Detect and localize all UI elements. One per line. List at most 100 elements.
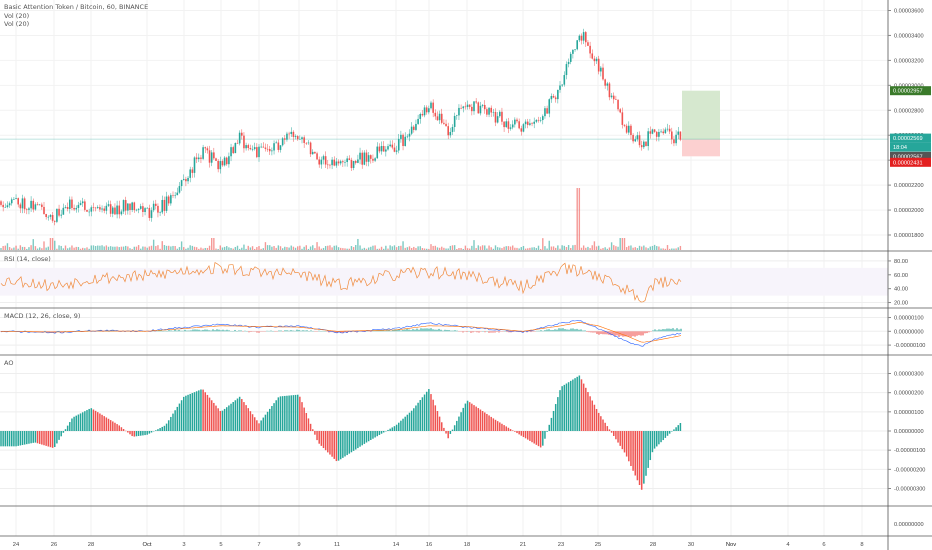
volume-legend-1[interactable]: Vol (20) <box>4 11 30 20</box>
volume-bar <box>671 248 673 250</box>
volume-bar <box>77 246 80 250</box>
volume-bar <box>613 245 615 250</box>
volume-bar <box>324 246 327 250</box>
volume-bar <box>400 245 402 250</box>
ao-axis-tick-label: -0.00000100 <box>894 448 925 454</box>
candle-body <box>352 161 355 169</box>
candle-body <box>655 131 658 137</box>
stop-price-badge-background <box>890 157 931 167</box>
candle-body <box>228 156 230 165</box>
volume-bar <box>598 245 600 250</box>
volume-bar <box>73 247 75 250</box>
volume-bar <box>505 246 507 250</box>
candle-body <box>296 136 299 140</box>
candle-body <box>569 53 572 62</box>
volume-bar <box>346 248 348 250</box>
volume-bar <box>372 245 374 250</box>
ao-bar <box>258 423 260 431</box>
volume-bar <box>118 247 120 250</box>
volume-bar <box>423 248 426 250</box>
long-position-tool[interactable] <box>0 90 888 157</box>
candle-body <box>658 131 660 137</box>
volume-bar <box>533 247 535 250</box>
symbol-title[interactable]: Basic Attention Token / Bitcoin, 60, BIN… <box>4 3 149 11</box>
time-scale[interactable]: 24 26 28 Oct 3 5 7 9 11 14 16 18 21 23 25 28 30 Nov 4 6 8 <box>13 542 864 548</box>
macd-histogram-bar <box>174 329 176 332</box>
ao-bar <box>159 428 161 431</box>
macd-histogram-bar <box>88 330 90 332</box>
ao-bar <box>567 382 570 431</box>
volume-bar <box>223 246 226 250</box>
volume-legend-2[interactable]: Vol (20) <box>4 20 30 28</box>
macd-histogram-bar <box>186 330 188 332</box>
rsi-axis-tick-label: 60.00 <box>894 273 908 279</box>
rsi-legend[interactable]: RSI (14, close) <box>4 255 51 263</box>
volume-bar <box>574 244 576 250</box>
macd-histogram-bar <box>494 331 496 333</box>
ao-bar <box>333 431 335 459</box>
candle-body <box>152 203 155 211</box>
ao-bar <box>105 417 108 431</box>
candle-body <box>150 210 153 218</box>
volume-bar <box>492 248 495 250</box>
ao-legend[interactable]: AO <box>4 359 14 367</box>
ao-bar <box>279 396 282 431</box>
ao-bar <box>163 425 166 431</box>
candle-body <box>144 208 146 213</box>
volume-bar <box>647 248 649 250</box>
volume-bar <box>471 245 473 250</box>
ao-bar <box>656 431 658 447</box>
macd-histogram-bar <box>556 329 558 332</box>
macd-histogram-bar <box>638 331 640 336</box>
candle-body <box>262 146 265 148</box>
volume-bar <box>249 247 252 250</box>
candle-body <box>320 159 323 165</box>
volume-bar <box>62 248 65 250</box>
candle-body <box>385 149 387 152</box>
ao-bar <box>90 408 93 431</box>
macd-histogram-bar <box>640 331 642 336</box>
ao-bar <box>155 430 157 431</box>
volume-bar <box>393 245 396 250</box>
macd-histogram-bar <box>386 330 388 332</box>
macd-histogram-bar <box>306 330 308 332</box>
volume-bar <box>516 247 518 250</box>
ao-bar <box>38 431 41 444</box>
macd-histogram-bar <box>444 329 446 332</box>
ao-bar <box>451 429 454 431</box>
volume-bar <box>49 238 52 250</box>
volume-bar <box>610 242 613 250</box>
target-price-badge: 0.00002957 <box>893 89 923 95</box>
candle-body <box>8 203 11 206</box>
ao-bar <box>441 422 443 431</box>
ao-bar <box>449 431 452 434</box>
volume-bar <box>638 245 641 250</box>
candle-body <box>565 64 568 76</box>
macd-histogram-bar <box>204 329 206 332</box>
candle-body <box>305 142 308 144</box>
candle-body <box>327 164 329 166</box>
macd-histogram-bar <box>544 330 546 332</box>
macd-line <box>0 320 682 347</box>
volume-bar <box>292 246 295 250</box>
macd-histogram-bar <box>450 330 452 332</box>
ao-bar <box>120 427 123 431</box>
ao-bar <box>241 399 243 431</box>
candle-body <box>268 148 271 152</box>
macd-histogram-bar <box>540 330 542 332</box>
macd-histogram-bar <box>362 331 364 332</box>
volume-bar <box>486 248 488 250</box>
candle-body <box>62 207 65 215</box>
candle-body <box>90 207 93 212</box>
ao-bar <box>421 397 424 431</box>
ao-bar <box>365 431 368 443</box>
volume-bar <box>174 246 176 250</box>
symbol-legend[interactable]: Basic Attention Token / Bitcoin, 60, BIN… <box>4 3 148 29</box>
candle-body <box>176 192 179 196</box>
volume-bar <box>206 247 209 250</box>
ao-bar <box>103 416 105 431</box>
macd-histogram-bar <box>512 331 514 332</box>
macd-legend[interactable]: MACD (12, 26, close, 9) <box>4 312 81 320</box>
